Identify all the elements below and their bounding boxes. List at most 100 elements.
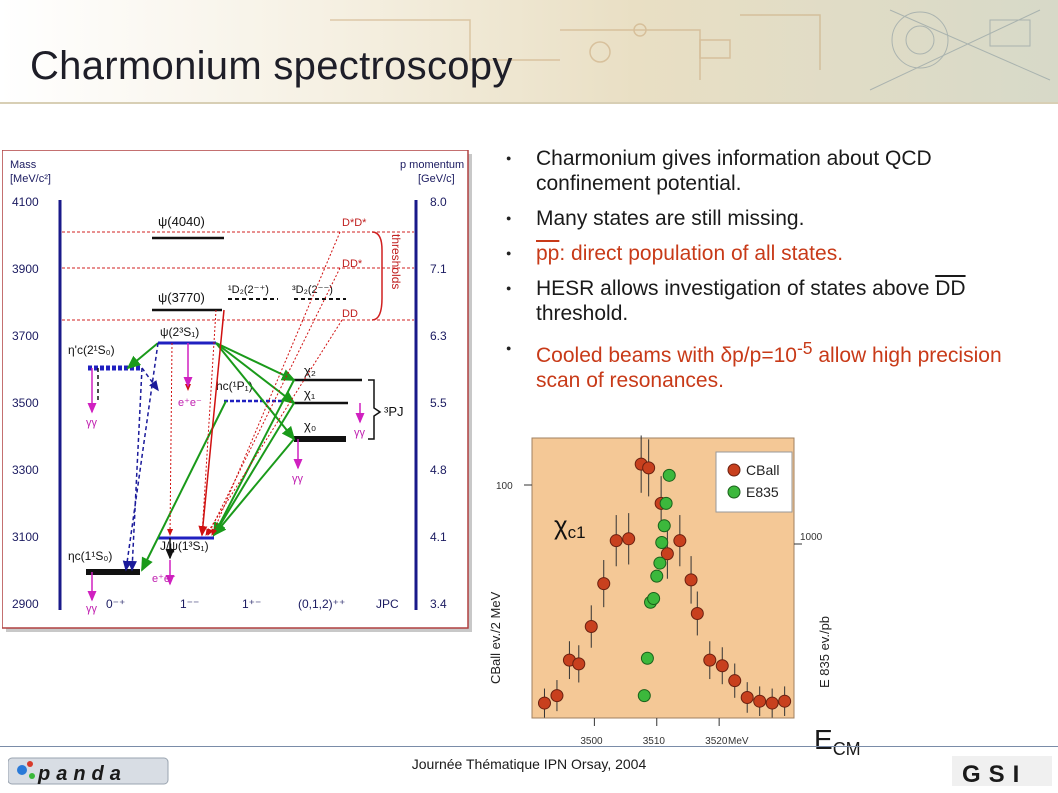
jpc-012pp: (0,1,2)⁺⁺ [298, 597, 345, 611]
momentum-axis-title: p momentum [400, 159, 464, 171]
cball-point [715, 659, 729, 673]
label-dd: DD [342, 308, 358, 320]
label-gg-etac: γγ [86, 603, 98, 615]
cball-point [753, 694, 767, 708]
label-jpsi: J/ψ(1³S₁) [160, 539, 209, 553]
footer-text: Journée Thématique IPN Orsay, 2004 [411, 756, 647, 772]
circuit-decoration [330, 9, 1051, 91]
x-axis-ticks: 3500 3510 3520 [580, 718, 728, 747]
ylabel-right: E 835 ev./pb [817, 616, 832, 688]
mass-tick-3100: 3100 [12, 530, 39, 544]
cball-point [622, 532, 636, 546]
cball-point [690, 606, 704, 620]
cball-point [642, 461, 656, 475]
x-axis-label: ECM [814, 724, 861, 759]
jpc-label: JPC [376, 597, 399, 611]
cball-point [778, 694, 792, 708]
thresholds-label: thresholds [389, 234, 403, 289]
legend-box [715, 451, 793, 513]
label-gg-chi2: γγ [354, 427, 366, 439]
e835-point [653, 556, 667, 570]
e835-point [659, 496, 673, 510]
panda-logo-text: panda [37, 763, 127, 785]
pbar-p: pp [536, 242, 560, 265]
mass-tick-3900: 3900 [12, 262, 39, 276]
legend-marker-e835 [727, 485, 741, 499]
label-3d2: ³D₂(2⁻⁻) [292, 284, 333, 296]
mass-tick-3700: 3700 [12, 329, 39, 343]
label-etac-prime: η'c(2¹S₀) [68, 343, 115, 357]
title-divider [0, 102, 1058, 104]
mass-tick-4100: 4100 [12, 195, 39, 209]
x-tick-label-3520: 3520 [705, 736, 728, 747]
bullet-cooled-beams: Cooled beams with δp/p=10-5 allow high p… [506, 336, 1041, 393]
mass-axis-title: Mass [10, 159, 37, 171]
cball-point [584, 620, 598, 634]
label-psi-2s: ψ(2³S₁) [160, 325, 199, 339]
mom-tick-4.8: 4.8 [430, 463, 447, 477]
pj-brace [368, 379, 382, 440]
mom-tick-4.1: 4.1 [430, 530, 447, 544]
e835-point [637, 689, 651, 703]
label-chi0: χ₀ [304, 418, 316, 433]
mass-tick-2900: 2900 [12, 597, 39, 611]
label-1d2: ¹D₂(2⁻⁺) [228, 284, 269, 296]
charmonium-level-diagram: Mass [MeV/c²] p momentum [GeV/c] 4100 39… [2, 150, 472, 632]
cball-point [597, 577, 611, 591]
cball-point [537, 696, 551, 710]
cball-point [550, 689, 564, 703]
slide-title: Charmonium spectroscopy [30, 44, 513, 88]
cball-point [673, 534, 687, 548]
cball-point [728, 674, 742, 688]
jpc-1mm: 1⁻⁻ [180, 597, 199, 611]
thresholds-brace [371, 231, 383, 321]
left-tick-label: 100 [496, 481, 513, 492]
label-psi-3770: ψ(3770) [158, 290, 205, 305]
x-unit-label: MeV [728, 736, 749, 747]
header-banner [0, 0, 1058, 103]
cball-point [684, 573, 698, 587]
x-tick-label-3510: 3510 [643, 736, 666, 747]
bullet-missing-states: Many states are still missing. [506, 206, 1041, 231]
label-chi1: χ₁ [304, 386, 316, 401]
x-tick-label-3500: 3500 [580, 736, 603, 747]
label-hc: hc(¹P₁) [216, 379, 253, 393]
label-d-dstar: DD* [342, 258, 363, 270]
ylabel-left: CBall ev./2 MeV [488, 591, 503, 684]
mass-tick-3300: 3300 [12, 463, 39, 477]
bullet-hesr: HESR allows investigation of states abov… [506, 276, 1041, 326]
dd-bar: DD [935, 277, 966, 300]
cball-point [572, 657, 586, 671]
cball-point [740, 690, 754, 704]
jpc-0mp: 0⁻⁺ [106, 597, 125, 611]
cball-point [765, 696, 779, 710]
chi-c1-scan-chart: 100 1000 CBall ev./2 MeV E 835 ev./pb 35… [488, 435, 832, 747]
legend-label-e835: E835 [746, 484, 779, 500]
right-tick-label: 1000 [800, 532, 823, 543]
label-ee-jpsi: e⁺e⁻ [152, 573, 176, 585]
bullet-pbar-p: pp: direct population of all states. [506, 241, 1041, 266]
gsi-logo: GSI [952, 756, 1052, 788]
mass-axis-unit: [MeV/c²] [10, 173, 51, 185]
cball-point [609, 534, 623, 548]
label-psi-4040: ψ(4040) [158, 214, 205, 229]
e835-point [647, 592, 661, 606]
data-points [537, 435, 792, 718]
mom-tick-3.4: 3.4 [430, 597, 447, 611]
legend-marker-cball [727, 463, 741, 477]
label-chi2: χ₂ [304, 363, 316, 378]
mom-tick-7.1: 7.1 [430, 262, 447, 276]
momentum-axis-unit: [GeV/c] [418, 173, 455, 185]
e835-point [655, 536, 669, 550]
e835-point [662, 468, 676, 482]
label-ee-psi2s: e⁺e⁻ [178, 397, 202, 409]
label-gg-chi0: γγ [292, 473, 304, 485]
label-dstar-dstar: D*D* [342, 217, 367, 229]
gsi-logo-text: GSI [962, 761, 1027, 788]
mom-tick-5.5: 5.5 [430, 396, 447, 410]
mom-tick-8.0: 8.0 [430, 195, 447, 209]
bullet-list: Charmonium gives information about QCD c… [506, 146, 1041, 403]
mass-tick-3500: 3500 [12, 396, 39, 410]
legend-label-cball: CBall [746, 462, 779, 478]
psi3770-decay-arrow [198, 309, 225, 537]
